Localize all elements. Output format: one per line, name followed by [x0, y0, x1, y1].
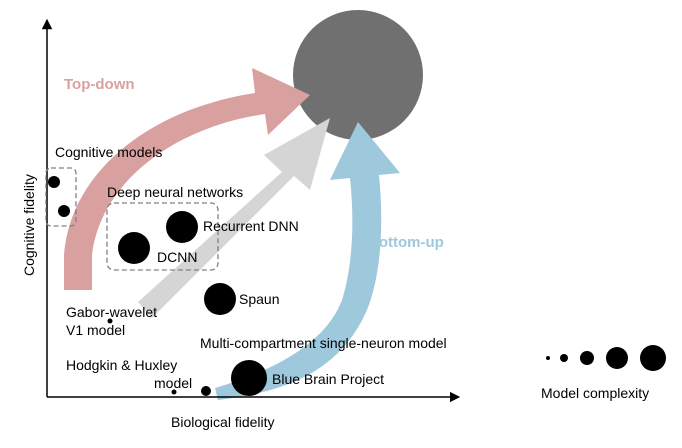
target-circle	[293, 10, 423, 140]
cognitive-models-label: Cognitive models	[55, 144, 162, 160]
recurrent-dnn-dot	[166, 211, 198, 243]
bottom-up-arrow	[215, 122, 400, 400]
middle-arrow	[138, 118, 330, 318]
hodgkin-huxley-dot	[171, 389, 177, 395]
bottom-up-label: Bottom-up	[368, 234, 444, 251]
cognitive-model-dot-1	[48, 176, 60, 188]
legend-dot-5	[640, 345, 666, 371]
legend-dot-2	[560, 354, 568, 362]
gabor-wavelet-label-line2: V1 model	[66, 322, 125, 338]
dcnn-dot	[118, 232, 150, 264]
multi-compartment-label: Multi-compartment single-neuron model	[200, 335, 447, 351]
multi-compartment-dot	[201, 386, 211, 396]
model-complexity-legend: Model complexity	[541, 345, 666, 401]
dcnn-label: DCNN	[157, 249, 197, 265]
hodgkin-huxley-label-line1: Hodgkin & Huxley	[66, 357, 177, 373]
legend-dot-1	[546, 356, 550, 360]
spaun-dot	[204, 283, 236, 315]
legend-dot-4	[606, 347, 628, 369]
spaun-label: Spaun	[239, 291, 279, 307]
gabor-wavelet-dot	[107, 318, 113, 324]
blue-brain-label: Blue Brain Project	[272, 371, 384, 387]
y-axis-title: Cognitive fidelity	[21, 174, 37, 276]
top-down-arrow	[64, 68, 310, 290]
cognitive-model-dot-2	[58, 205, 70, 217]
legend-dot-3	[580, 351, 594, 365]
deep-neural-networks-box	[106, 202, 219, 271]
hodgkin-huxley-label-line2: model	[154, 375, 192, 391]
cognitive-models-box	[45, 167, 77, 227]
top-down-label: Top-down	[64, 76, 135, 93]
blue-brain-dot	[231, 360, 267, 396]
recurrent-dnn-label: Recurrent DNN	[203, 218, 299, 234]
model-complexity-label: Model complexity	[541, 385, 649, 401]
gabor-wavelet-label-line1: Gabor-wavelet	[66, 304, 157, 320]
deep-neural-networks-label: Deep neural networks	[107, 184, 243, 200]
x-axis-title: Biological fidelity	[171, 414, 275, 430]
